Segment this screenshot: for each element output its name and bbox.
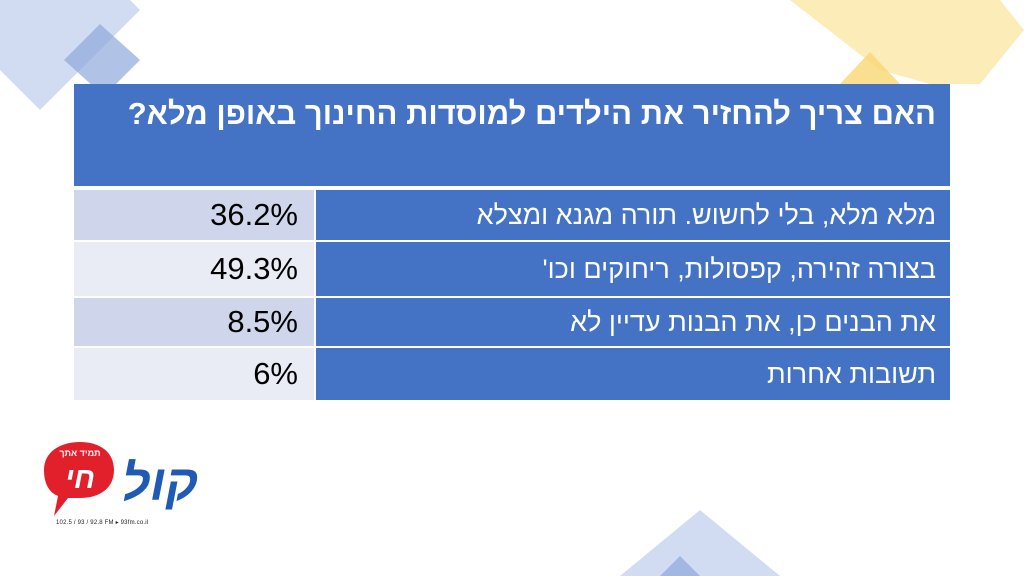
row-label: מלא מלא, בלי לחשוש. תורה מגנא ומצלא xyxy=(314,190,950,240)
logo-kol-text: קול xyxy=(122,455,198,511)
table-row: 6% תשובות אחרות xyxy=(74,346,950,400)
row-value: 36.2% xyxy=(74,190,314,240)
row-label: תשובות אחרות xyxy=(314,348,950,400)
table-row: 49.3% בצורה זהירה, קפסולות, ריחוקים וכו' xyxy=(74,240,950,296)
row-value: 6% xyxy=(74,348,314,400)
row-value: 8.5% xyxy=(74,298,314,346)
deco-diamond-bottom xyxy=(620,510,780,576)
logo-tagline: 102.5 / 93 / 92.8 FM ▸ 93fm.co.il xyxy=(56,520,149,526)
deco-diamond-topright-inner xyxy=(840,52,900,84)
table-title: האם צריך להחזיר את הילדים למוסדות החינוך… xyxy=(74,84,950,188)
deco-diamond-topleft-inner xyxy=(64,24,140,96)
logo-chai-text: חי xyxy=(65,462,95,495)
deco-diamond-topright xyxy=(790,0,1024,84)
logo-slogan: תמיד אתך xyxy=(59,448,100,458)
logo-red-bubble xyxy=(44,442,114,516)
row-value: 49.3% xyxy=(74,242,314,296)
kol-chai-logo: תמיד אתך חי קול xyxy=(44,442,198,516)
table-row: 36.2% מלא מלא, בלי לחשוש. תורה מגנא ומצל… xyxy=(74,188,950,240)
table-row: 8.5% את הבנים כן, את הבנות עדיין לא xyxy=(74,296,950,346)
survey-table: האם צריך להחזיר את הילדים למוסדות החינוך… xyxy=(74,84,950,400)
row-label: את הבנים כן, את הבנות עדיין לא xyxy=(314,298,950,346)
deco-diamond-bottom-inner xyxy=(660,556,700,576)
row-label: בצורה זהירה, קפסולות, ריחוקים וכו' xyxy=(314,242,950,296)
